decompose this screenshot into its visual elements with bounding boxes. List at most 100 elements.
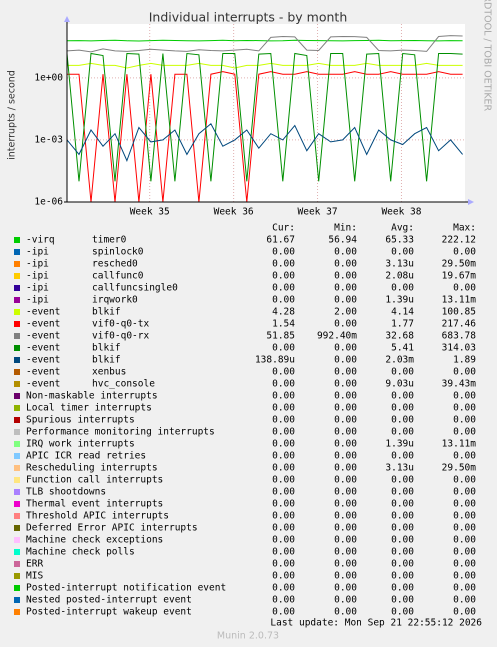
legend-value: 0.00 bbox=[453, 403, 476, 414]
legend-value: 0.00 bbox=[453, 559, 476, 570]
legend-value: 0.00 bbox=[391, 523, 414, 534]
legend-value: 0.00 bbox=[272, 463, 295, 474]
legend-value: 0.00 bbox=[391, 403, 414, 414]
legend-value: 29.50m bbox=[442, 463, 477, 474]
series-line bbox=[67, 123, 463, 162]
legend-swatch bbox=[14, 249, 20, 255]
legend-swatch bbox=[14, 237, 20, 243]
legend-header: Cur: bbox=[272, 223, 295, 234]
legend-value: 0.00 bbox=[334, 427, 357, 438]
legend-swatch bbox=[14, 381, 20, 387]
legend-value: 0.00 bbox=[391, 415, 414, 426]
legend-value: 0.00 bbox=[334, 523, 357, 534]
legend-label: APIC ICR read retries bbox=[26, 451, 146, 462]
legend-value: 0.00 bbox=[272, 283, 295, 294]
legend-group: -event bbox=[26, 379, 60, 390]
x-tick-label: Week 35 bbox=[130, 207, 170, 218]
legend-value: 2.08u bbox=[385, 271, 414, 282]
legend-value: 51.85 bbox=[266, 331, 295, 342]
legend-value: 0.00 bbox=[453, 547, 476, 558]
legend-value: 0.00 bbox=[272, 259, 295, 270]
legend-swatch bbox=[14, 585, 20, 591]
legend-value: 32.68 bbox=[385, 331, 414, 342]
legend-value: 0.00 bbox=[391, 511, 414, 522]
legend-value: 0.00 bbox=[453, 523, 476, 534]
legend-value: 0.00 bbox=[334, 571, 357, 582]
legend-value: 0.00 bbox=[334, 583, 357, 594]
legend-value: 4.14 bbox=[391, 307, 414, 318]
legend-swatch bbox=[14, 453, 20, 459]
legend-value: 1.77 bbox=[391, 319, 414, 330]
legend-label: Spurious interrupts bbox=[26, 415, 135, 426]
y-tick-label: 1e-03 bbox=[34, 134, 63, 145]
legend-value: 0.00 bbox=[453, 535, 476, 546]
legend-value: 0.00 bbox=[272, 523, 295, 534]
y-axis-label: interrupts / second bbox=[7, 70, 18, 160]
legend-value: 0.00 bbox=[391, 391, 414, 402]
x-tick-label: Week 36 bbox=[214, 207, 254, 218]
legend-value: 0.00 bbox=[272, 271, 295, 282]
legend-value: 65.33 bbox=[385, 235, 414, 246]
legend-value: 0.00 bbox=[391, 535, 414, 546]
legend-value: 0.00 bbox=[334, 475, 357, 486]
legend-value: 0.00 bbox=[453, 427, 476, 438]
legend-label: Performance monitoring interrupts bbox=[26, 427, 215, 438]
legend-value: 0.00 bbox=[272, 247, 295, 258]
legend-label: Non-maskable interrupts bbox=[26, 391, 158, 402]
legend-value: 314.03 bbox=[442, 343, 476, 354]
legend-group: -ipi bbox=[26, 283, 49, 294]
legend-label: Thermal event interrupts bbox=[26, 499, 163, 510]
legend-group: -ipi bbox=[26, 259, 49, 270]
legend-swatch bbox=[14, 525, 20, 531]
legend-swatch bbox=[14, 357, 20, 363]
legend-value: 0.00 bbox=[453, 571, 476, 582]
legend-value: 2.00 bbox=[334, 307, 357, 318]
legend-label: vif0-q0-rx bbox=[92, 331, 149, 342]
legend-value: 0.00 bbox=[334, 259, 357, 270]
legend-group: -ipi bbox=[26, 271, 49, 282]
legend-label: blkif bbox=[92, 343, 121, 354]
legend-label: hvc_console bbox=[92, 379, 155, 390]
legend-value: 0.00 bbox=[272, 607, 295, 618]
legend-label: timer0 bbox=[92, 235, 127, 246]
legend-value: 0.00 bbox=[334, 343, 357, 354]
legend-value: 1.39u bbox=[385, 295, 414, 306]
legend-swatch bbox=[14, 369, 20, 375]
legend-value: 0.00 bbox=[391, 475, 414, 486]
legend-swatch bbox=[14, 429, 20, 435]
plot-area bbox=[67, 24, 465, 202]
legend-swatch bbox=[14, 537, 20, 543]
legend-label: xenbus bbox=[92, 367, 126, 378]
legend-value: 0.00 bbox=[453, 391, 476, 402]
legend-swatch bbox=[14, 297, 20, 303]
legend-value: 0.00 bbox=[334, 607, 357, 618]
legend-value: 9.03u bbox=[385, 379, 414, 390]
legend-value: 5.41 bbox=[391, 343, 414, 354]
legend-value: 0.00 bbox=[272, 511, 295, 522]
legend-label: TLB shootdowns bbox=[26, 487, 106, 498]
legend-value: 0.00 bbox=[272, 451, 295, 462]
legend-value: 0.00 bbox=[391, 451, 414, 462]
legend-value: 0.00 bbox=[391, 547, 414, 558]
legend-header: Max: bbox=[453, 223, 476, 234]
legend-label: callfunc0 bbox=[92, 271, 144, 282]
legend-value: 0.00 bbox=[334, 319, 357, 330]
legend-label: Threshold APIC interrupts bbox=[26, 511, 169, 522]
legend-label: ERR bbox=[26, 559, 43, 570]
legend-group: -virq bbox=[26, 235, 55, 246]
legend-value: 0.00 bbox=[272, 403, 295, 414]
legend-group: -event bbox=[26, 307, 60, 318]
legend-group: -event bbox=[26, 355, 60, 366]
legend-value: 1.54 bbox=[272, 319, 295, 330]
legend-swatch bbox=[14, 345, 20, 351]
legend-value: 0.00 bbox=[334, 247, 357, 258]
legend-value: 0.00 bbox=[391, 571, 414, 582]
legend-value: 13.11m bbox=[442, 439, 477, 450]
series-line bbox=[67, 71, 463, 203]
legend-value: 0.00 bbox=[334, 487, 357, 498]
legend-swatch bbox=[14, 285, 20, 291]
legend-label: vif0-q0-tx bbox=[92, 319, 149, 330]
legend-value: 0.00 bbox=[391, 607, 414, 618]
legend-value: 3.13u bbox=[385, 259, 414, 270]
